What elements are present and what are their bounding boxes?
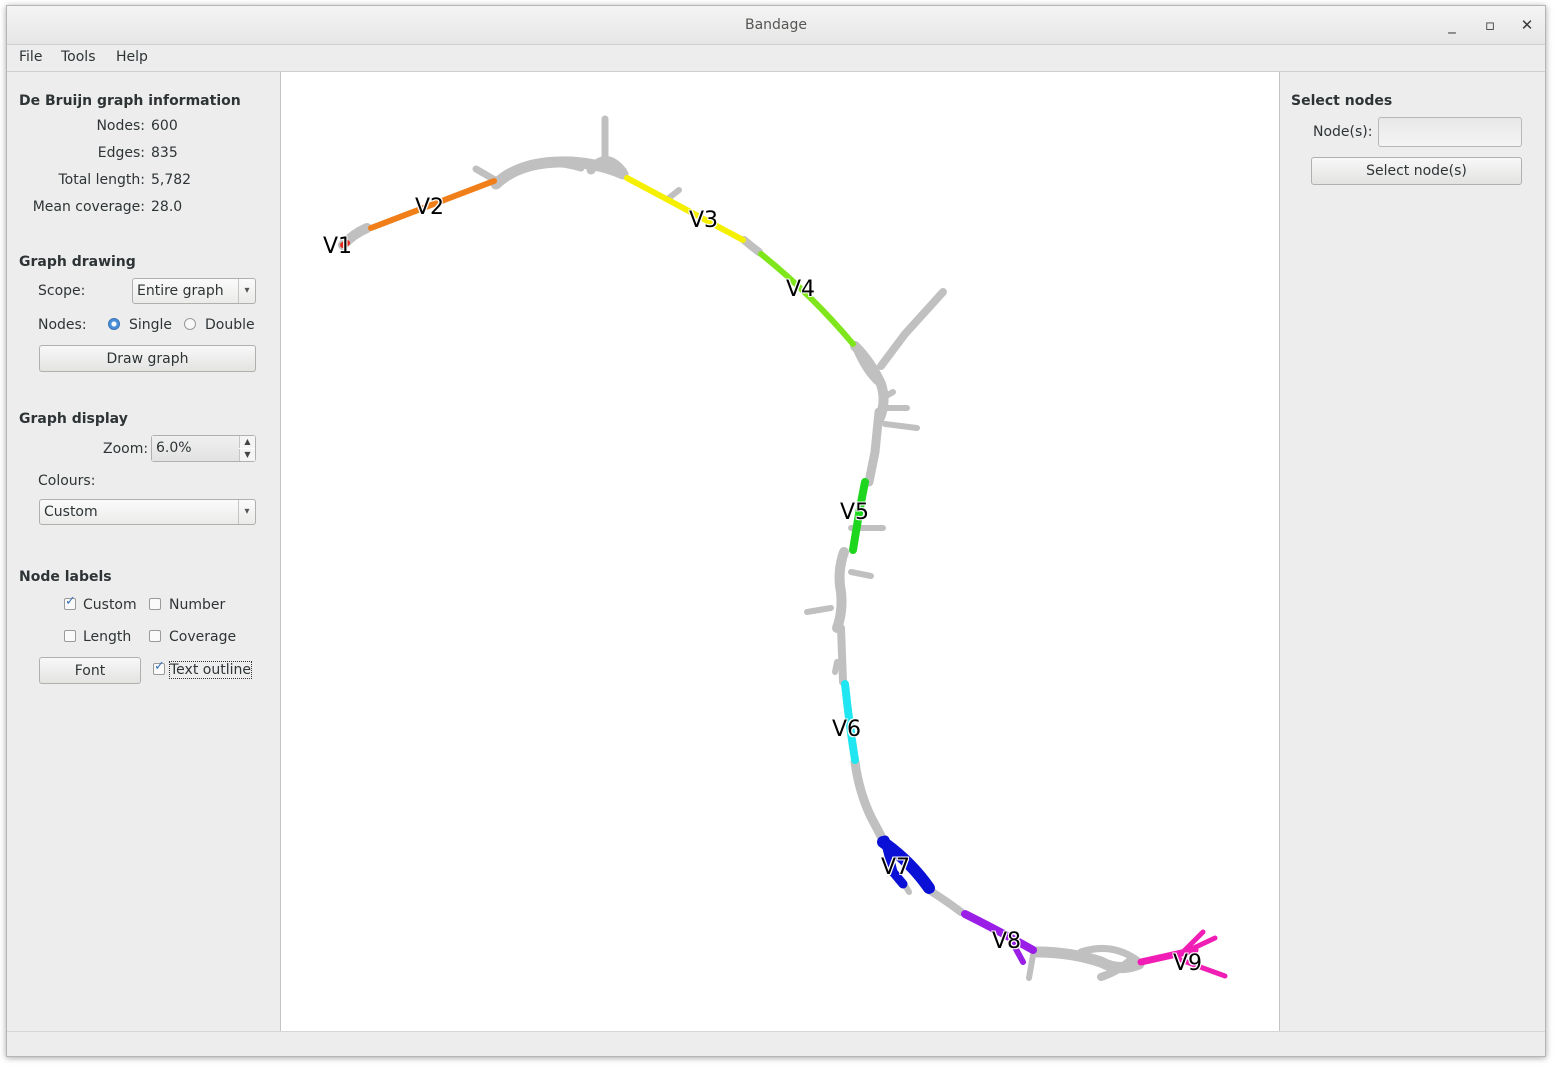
font-button[interactable]: Font <box>39 657 141 684</box>
edges-count-label: Edges: <box>97 145 145 161</box>
node-label-v7: V7 <box>881 855 911 880</box>
nodes-count-value: 600 <box>151 118 178 134</box>
single-radio[interactable] <box>108 318 120 330</box>
node-labels-heading: Node labels <box>19 569 112 585</box>
custom-checkbox[interactable] <box>64 594 76 610</box>
status-bar <box>7 1031 1545 1056</box>
single-radio-label[interactable]: Single <box>129 317 173 333</box>
node-label-v3: V3 <box>689 208 719 233</box>
node-label-v8: V8 <box>992 929 1022 954</box>
node-label-v1: V1 <box>323 234 353 259</box>
graph-canvas[interactable]: V1 V2 V3 V4 V5 V6 V7 V8 V9 <box>281 72 1279 1031</box>
zoom-label: Zoom: <box>103 441 149 457</box>
graph-info-heading: De Bruijn graph information <box>19 93 241 109</box>
draw-graph-button[interactable]: Draw graph <box>39 345 256 372</box>
total-length-label: Total length: <box>58 172 146 188</box>
edges-count-value: 835 <box>151 145 178 161</box>
colours-value: Custom <box>44 504 98 520</box>
zoom-value: 6.0% <box>156 440 192 456</box>
graph-path-v5 <box>849 478 869 554</box>
node-label-v4: V4 <box>786 277 816 302</box>
menu-bar: File Tools Help <box>7 45 1545 72</box>
right-panel: Select nodes Node(s): Select node(s) <box>1279 72 1545 1031</box>
select-nodes-heading: Select nodes <box>1291 93 1393 109</box>
select-nodes-button[interactable]: Select node(s) <box>1311 157 1522 185</box>
text-outline-checkbox-label[interactable]: Text outline <box>169 661 252 679</box>
node-label-v9: V9 <box>1173 951 1203 976</box>
number-checkbox[interactable] <box>149 598 161 610</box>
nodes-mode-label: Nodes: <box>38 317 87 333</box>
chevron-up-icon[interactable]: ▲ <box>239 436 255 448</box>
scope-value: Entire graph <box>137 283 224 299</box>
title-bar: Bandage _ ▫ ✕ <box>7 6 1545 45</box>
double-radio-label[interactable]: Double <box>205 317 255 333</box>
main-window: Bandage _ ▫ ✕ File Tools Help De Bruijn … <box>6 5 1546 1057</box>
chevron-down-icon: ▾ <box>238 279 255 303</box>
graph-path-v1 <box>340 240 350 248</box>
graph-path-v4 <box>758 251 856 347</box>
colours-select[interactable]: Custom ▾ <box>39 499 256 525</box>
zoom-spinbox[interactable]: 6.0% ▲ ▼ <box>151 435 256 462</box>
custom-checkbox-label[interactable]: Custom <box>83 597 137 613</box>
graph-grey-nodes <box>338 115 1145 981</box>
minimize-icon[interactable]: _ <box>1448 16 1456 34</box>
number-checkbox-label[interactable]: Number <box>169 597 226 613</box>
mean-coverage-label: Mean coverage: <box>32 199 145 215</box>
menu-file[interactable]: File <box>19 49 43 65</box>
menu-tools[interactable]: Tools <box>61 49 96 65</box>
graph-path-v8 <box>961 910 1037 954</box>
node-label-v6: V6 <box>832 717 862 742</box>
nodes-count-label: Nodes: <box>96 118 145 134</box>
coverage-checkbox[interactable] <box>149 630 161 642</box>
text-outline-checkbox[interactable] <box>153 659 165 675</box>
close-icon[interactable]: ✕ <box>1520 16 1534 34</box>
graph-drawing-heading: Graph drawing <box>19 254 136 270</box>
graph-path-v3 <box>624 175 746 243</box>
node-label-v5: V5 <box>840 500 870 525</box>
scope-select[interactable]: Entire graph ▾ <box>132 278 256 304</box>
node-input-label: Node(s): <box>1313 124 1373 140</box>
maximize-icon[interactable]: ▫ <box>1484 16 1496 34</box>
chevron-down-icon[interactable]: ▼ <box>239 449 255 461</box>
total-length-value: 5,782 <box>151 172 192 188</box>
assembly-graph[interactable] <box>281 72 1279 1031</box>
length-checkbox-label[interactable]: Length <box>83 629 132 645</box>
chevron-down-icon: ▾ <box>238 500 255 524</box>
scope-label: Scope: <box>38 283 86 299</box>
graph-path-v6 <box>841 680 859 764</box>
length-checkbox[interactable] <box>64 630 76 642</box>
double-radio[interactable] <box>184 318 196 330</box>
graph-path-v2 <box>368 178 497 231</box>
menu-help[interactable]: Help <box>116 49 148 65</box>
left-panel: De Bruijn graph information Nodes: 600 E… <box>7 72 281 1031</box>
colours-label: Colours: <box>38 473 96 489</box>
node-input[interactable] <box>1378 117 1522 147</box>
graph-display-heading: Graph display <box>19 411 128 427</box>
node-label-v2: V2 <box>415 195 445 220</box>
mean-coverage-value: 28.0 <box>151 199 183 215</box>
window-title: Bandage <box>744 17 808 33</box>
coverage-checkbox-label[interactable]: Coverage <box>169 629 237 645</box>
